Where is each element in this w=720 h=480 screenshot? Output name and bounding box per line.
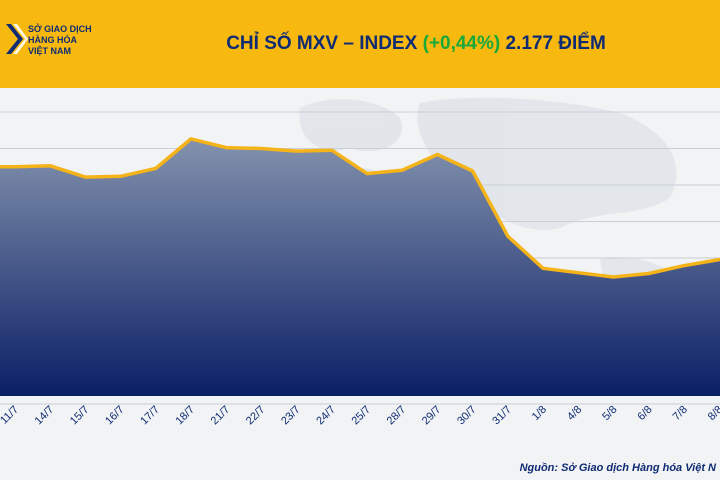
index-area (0, 138, 720, 396)
index-area-chart: 11/7 14/7 15/7 16/7 17/7 18/7 21/7 22/7 23/7 24/7… (0, 97, 720, 428)
x-tick-label: 1/8 (530, 404, 549, 423)
x-tick-label: 4/8 (565, 404, 584, 423)
logo-line-3: VIỆT NAM (28, 46, 72, 56)
x-tick-label: 7/8 (671, 404, 690, 423)
logo-text: SỞ GIAO DỊCH HÀNG HÓA VIỆT NAM (28, 24, 112, 57)
x-tick-label: 28/7 (385, 404, 409, 428)
index-line (0, 137, 720, 279)
header-banner: SỞ GIAO DỊCH HÀNG HÓA VIỆT NAM CHỈ SỐ MX… (0, 0, 720, 88)
logo-line-2: HÀNG HÓA (28, 35, 77, 45)
title-value: 2.177 ĐIỂM (505, 33, 606, 54)
chart-title: CHỈ SỐ MXV – INDEX (+0,44%) 2.177 ĐIỂM (112, 0, 720, 88)
x-tick-label: 14/7 (33, 404, 57, 428)
x-tick-label: 5/8 (600, 404, 619, 423)
x-tick-label: 25/7 (349, 404, 373, 428)
x-tick-label: 31/7 (490, 404, 514, 428)
x-tick-label: 8/8 (706, 404, 720, 423)
x-tick-label: 30/7 (455, 404, 479, 428)
x-tick-label: 22/7 (244, 404, 268, 428)
x-tick-label: 23/7 (279, 404, 303, 428)
x-tick-label: 16/7 (103, 404, 127, 428)
title-main: CHỈ SỐ MXV – INDEX (226, 33, 418, 54)
x-tick-label: 17/7 (138, 404, 162, 428)
mxv-logo: SỞ GIAO DỊCH HÀNG HÓA VIỆT NAM (0, 18, 112, 68)
x-tick-label: 6/8 (635, 404, 654, 423)
x-tick-label: 21/7 (209, 404, 233, 428)
x-tick-label: 29/7 (420, 404, 444, 428)
title-change: (+0,44%) (422, 33, 501, 54)
x-tick-label: 24/7 (314, 404, 338, 428)
logo-line-1: SỞ GIAO DỊCH (28, 24, 92, 34)
x-axis-tick-labels: 11/7 14/7 15/7 16/7 17/7 18/7 21/7 22/7 23/7 24/7… (0, 404, 720, 428)
x-tick-label: 18/7 (173, 404, 197, 428)
source-note: Nguồn: Sở Giao dịch Hàng hóa Việt N (519, 462, 716, 474)
x-tick-label: 11/7 (0, 404, 21, 427)
logo-chevron-icon (6, 24, 28, 54)
x-tick-label: 15/7 (68, 404, 92, 428)
